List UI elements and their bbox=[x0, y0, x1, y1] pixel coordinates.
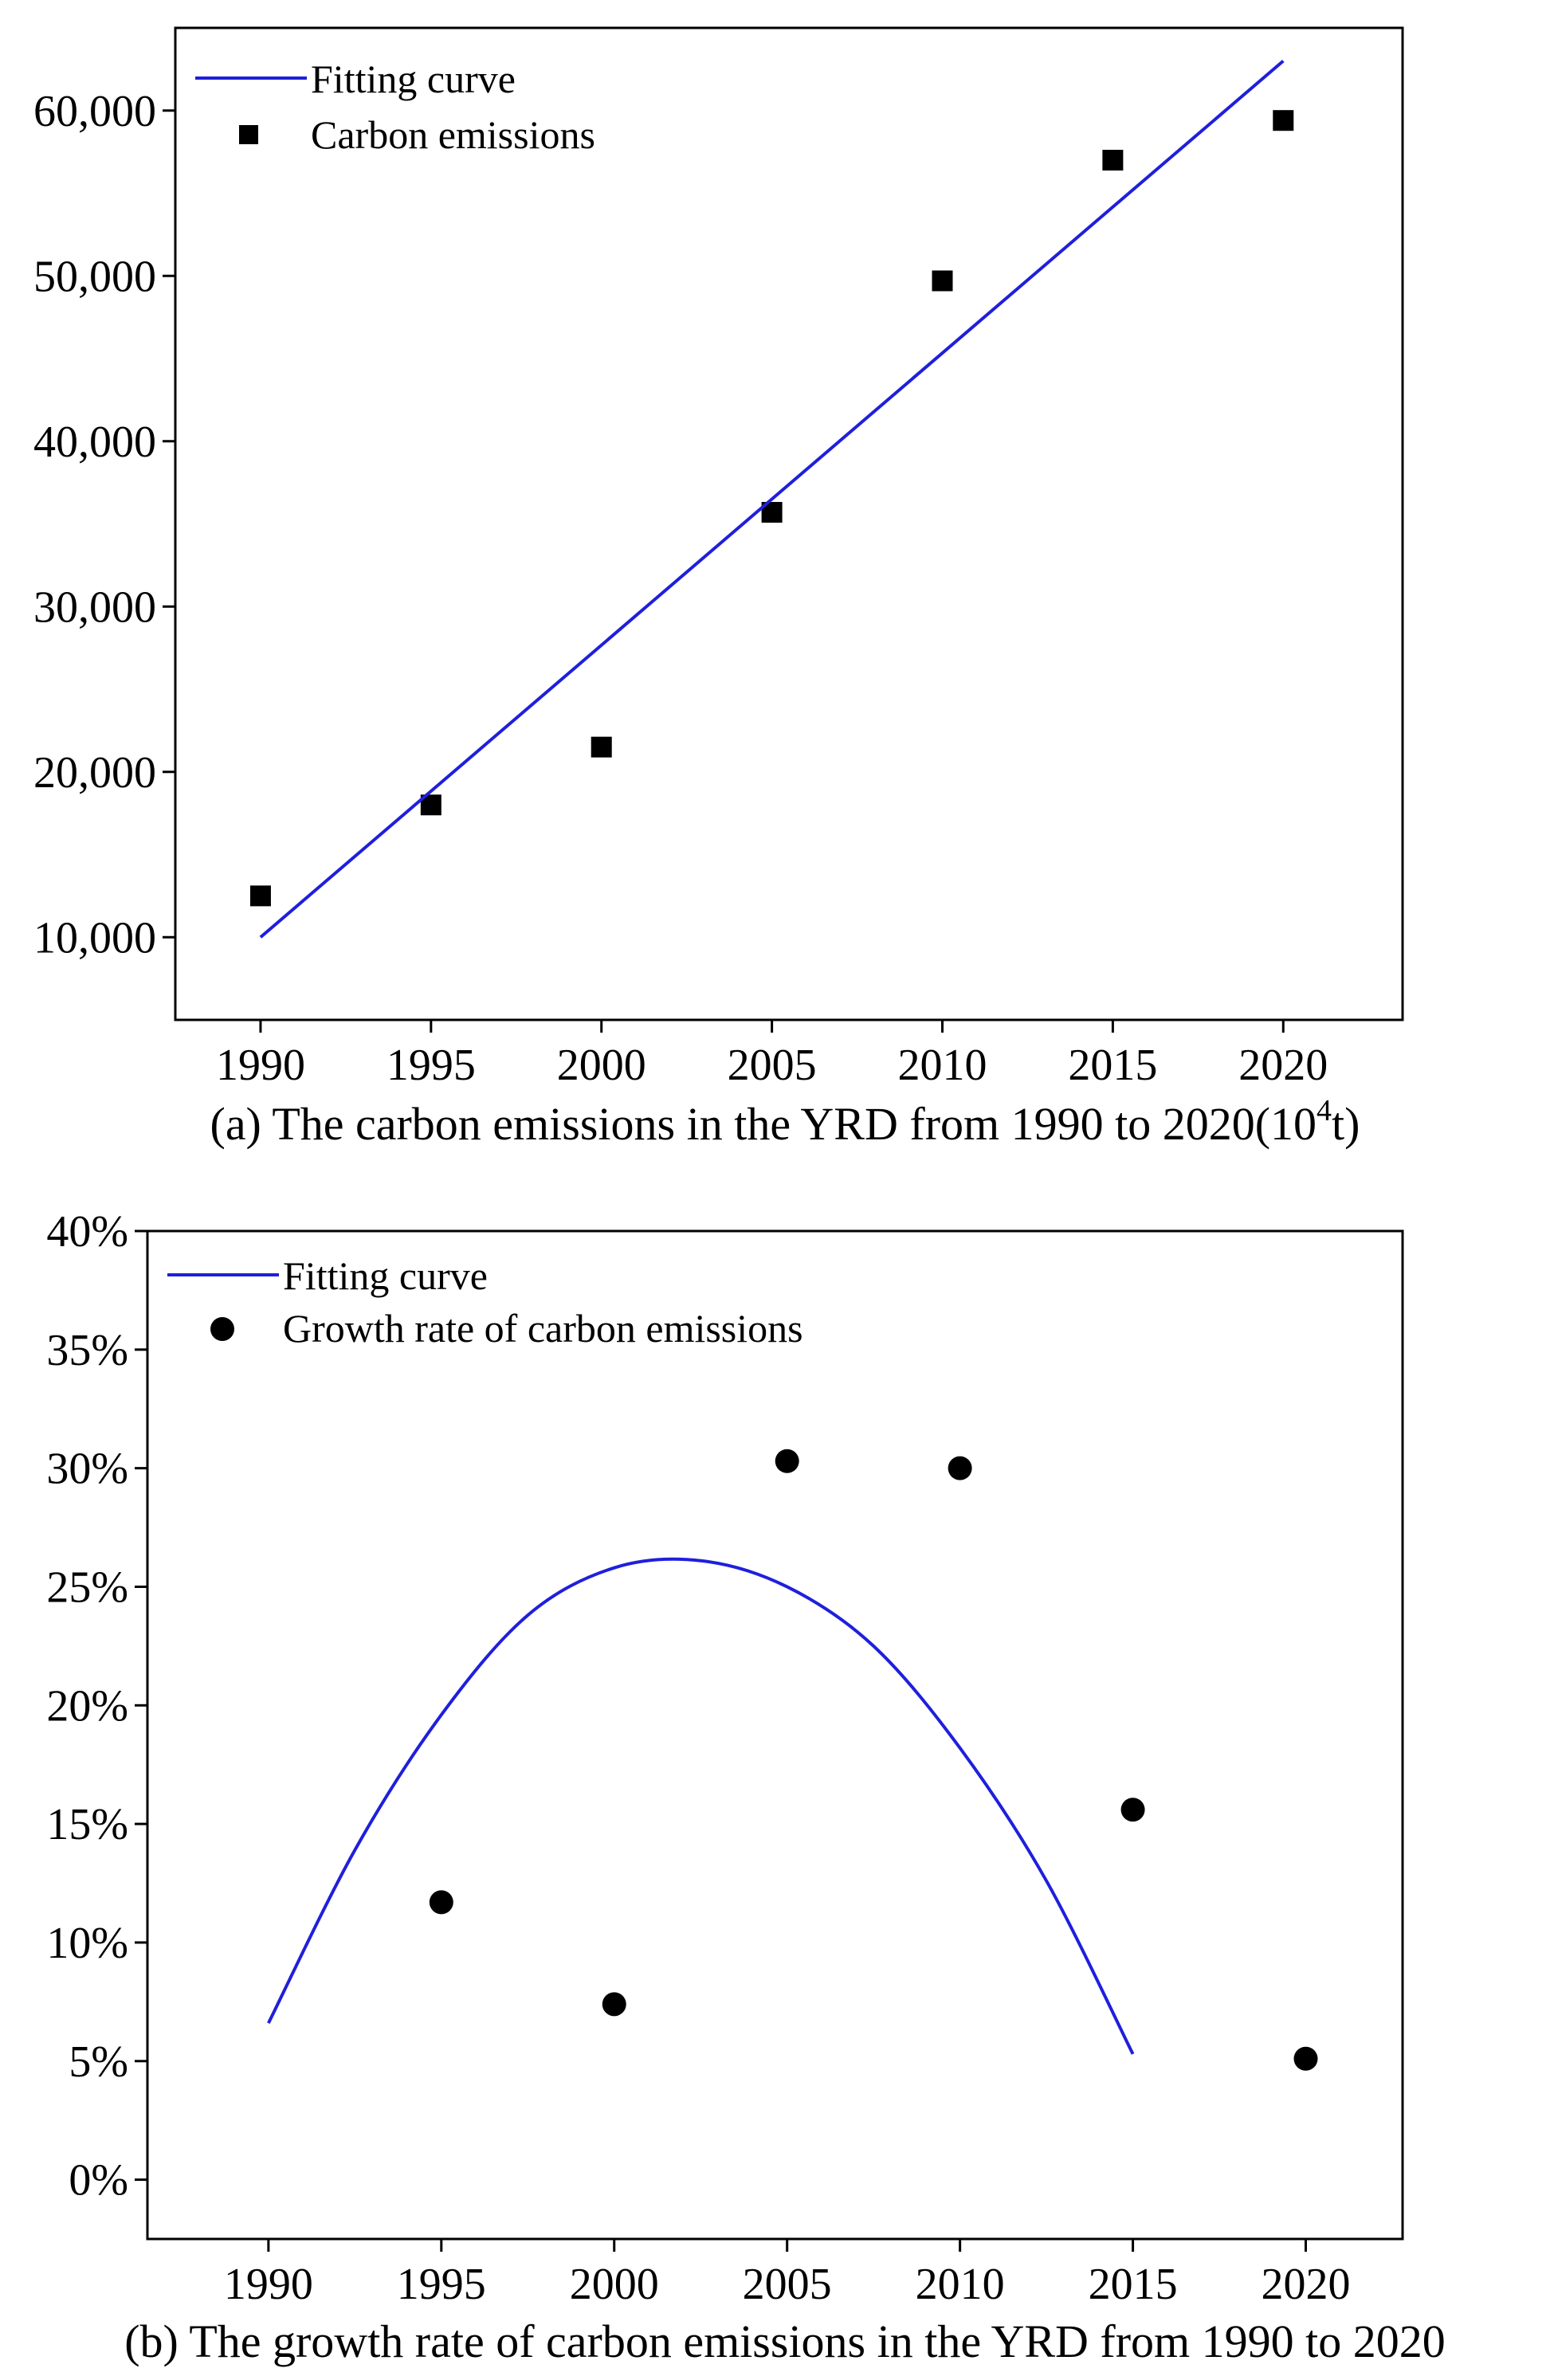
x-tick-label: 2005 bbox=[743, 2260, 832, 2309]
panel-a-y-axis: 10,000 20,000 30,000 40,000 50,000 60,000 bbox=[33, 87, 175, 963]
y-tick-label: 35% bbox=[46, 1326, 128, 1375]
fitting-curve-line bbox=[259, 59, 1285, 939]
caption-a-main: (a) The carbon emissions in the YRD from… bbox=[210, 1098, 1317, 1150]
legend-circle-swatch bbox=[210, 1317, 234, 1341]
y-tick-label: 60,000 bbox=[33, 87, 156, 136]
y-tick-label: 40,000 bbox=[33, 418, 156, 467]
y-tick-label: 10% bbox=[46, 1919, 128, 1968]
y-tick-label: 30,000 bbox=[33, 582, 156, 632]
x-tick-label: 2015 bbox=[1068, 1041, 1157, 1090]
x-tick-label: 2010 bbox=[898, 1041, 987, 1090]
x-tick-label: 1995 bbox=[387, 1041, 476, 1090]
data-point-square bbox=[249, 885, 271, 907]
y-tick-label: 25% bbox=[46, 1562, 128, 1612]
panel-a-x-axis: 1990 1995 2000 2005 2010 2015 2020 bbox=[216, 1020, 1328, 1090]
data-point-circle bbox=[775, 1449, 799, 1473]
panel-b-series bbox=[267, 1449, 1318, 2071]
data-point-square bbox=[1102, 150, 1124, 171]
panel-a-carbon-emissions: 1990 1995 2000 2005 2010 2015 2020 10,000 20,00… bbox=[33, 26, 1404, 1150]
data-point-square bbox=[932, 270, 953, 292]
x-tick-label: 1990 bbox=[216, 1041, 305, 1090]
x-tick-label: 2000 bbox=[570, 2260, 659, 2309]
x-tick-label: 2010 bbox=[916, 2260, 1005, 2309]
panel-a-series bbox=[249, 59, 1294, 939]
caption-a-superscript: 4 bbox=[1317, 1094, 1332, 1127]
data-point-circle bbox=[948, 1456, 972, 1480]
panel-b-y-axis: 0% 5% 10% 15% 20% 25% 30% 35% 40% bbox=[46, 1207, 147, 2206]
x-tick-label: 2020 bbox=[1238, 1041, 1328, 1090]
data-point-circle bbox=[602, 1992, 626, 2017]
data-point-circle bbox=[1120, 1798, 1145, 1822]
y-tick-label: 20% bbox=[46, 1681, 128, 1731]
panel-b-caption: (b) The growth rate of carbon emissions … bbox=[124, 2315, 1446, 2367]
legend-label-fitting-curve: Fitting curve bbox=[311, 57, 516, 101]
x-tick-label: 1990 bbox=[224, 2260, 313, 2309]
x-tick-label: 2020 bbox=[1262, 2260, 1351, 2309]
panel-a-legend: Fitting curve Carbon emissions bbox=[195, 57, 595, 157]
panel-b-plot-frame bbox=[146, 1229, 1404, 2241]
panel-b-growth-rate: 1990 1995 2000 2005 2010 2015 2020 0% 5% 10% 15% 2… bbox=[46, 1207, 1445, 2367]
x-tick-label: 1995 bbox=[397, 2260, 486, 2309]
y-tick-label: 50,000 bbox=[33, 252, 156, 301]
y-tick-label: 15% bbox=[46, 1800, 128, 1849]
panel-a-plot-frame bbox=[174, 26, 1404, 1021]
y-tick-label: 10,000 bbox=[33, 913, 156, 963]
caption-a-unit: t) bbox=[1332, 1098, 1360, 1150]
y-tick-label: 20,000 bbox=[33, 748, 156, 798]
data-point-circle bbox=[1293, 2046, 1318, 2071]
y-tick-label: 30% bbox=[46, 1445, 128, 1494]
legend-label-growth-rate: Growth rate of carbon emissions bbox=[283, 1306, 803, 1351]
data-point-square bbox=[591, 736, 612, 758]
x-tick-label: 2015 bbox=[1089, 2260, 1178, 2309]
data-point-circle bbox=[429, 1890, 453, 1915]
panel-a-caption: (a) The carbon emissions in the YRD from… bbox=[210, 1094, 1360, 1150]
legend-label-carbon-emissions: Carbon emissions bbox=[311, 112, 595, 157]
panel-b-x-axis: 1990 1995 2000 2005 2010 2015 2020 bbox=[224, 2239, 1351, 2309]
x-tick-label: 2000 bbox=[557, 1041, 646, 1090]
y-tick-label: 5% bbox=[69, 2037, 128, 2087]
legend-square-swatch bbox=[239, 125, 258, 144]
data-point-square bbox=[1273, 110, 1294, 131]
legend-label-fitting-curve: Fitting curve bbox=[283, 1253, 488, 1298]
fitting-curve-line bbox=[267, 1557, 1135, 2055]
panel-b-legend: Fitting curve Growth rate of carbon emis… bbox=[167, 1253, 803, 1351]
x-tick-label: 2005 bbox=[728, 1041, 817, 1090]
y-tick-label: 0% bbox=[69, 2156, 128, 2206]
y-tick-label: 40% bbox=[46, 1207, 128, 1257]
